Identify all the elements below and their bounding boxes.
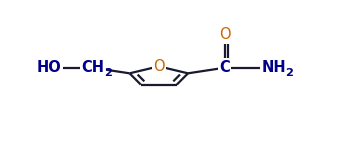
Text: 2: 2	[285, 68, 292, 78]
Text: O: O	[219, 27, 230, 42]
Text: NH: NH	[261, 60, 286, 75]
Text: C: C	[219, 60, 230, 75]
Text: O: O	[153, 59, 165, 74]
Text: CH: CH	[81, 60, 104, 75]
Text: 2: 2	[104, 68, 112, 78]
Text: HO: HO	[37, 60, 61, 75]
